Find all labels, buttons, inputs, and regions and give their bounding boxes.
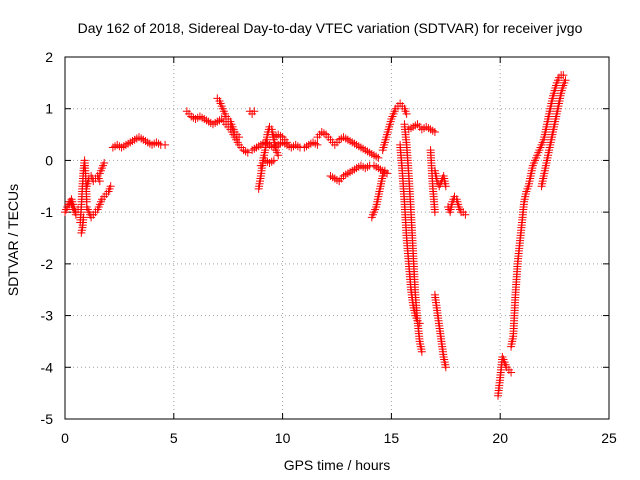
series-seg13 — [254, 122, 283, 193]
y-tick-label: -1 — [41, 204, 54, 220]
data-point — [441, 363, 450, 372]
y-axis: -5 -4 -3 -2 -1 0 1 2 — [41, 49, 609, 427]
data-point — [293, 142, 302, 151]
x-tick-label: 5 — [170, 430, 178, 446]
data-point — [276, 131, 285, 140]
y-axis-label: SDTVAR / TECUs — [5, 184, 21, 296]
y-tick-label: -2 — [41, 256, 54, 272]
series-seg9 — [182, 107, 252, 157]
data-point — [559, 71, 568, 80]
data-point — [274, 151, 283, 160]
data-point — [461, 210, 470, 219]
data-point — [507, 368, 516, 377]
data-point — [250, 107, 259, 116]
data-point — [402, 109, 411, 118]
data-point — [241, 147, 250, 156]
series-seg24 — [430, 166, 450, 191]
series-seg26 — [443, 192, 470, 219]
x-tick-label: 10 — [275, 430, 291, 446]
series-seg15 — [269, 130, 291, 147]
data-point — [374, 153, 383, 162]
series-seg20 — [396, 140, 424, 328]
data-point — [430, 127, 439, 136]
series-seg11 — [245, 107, 259, 118]
y-tick-label: -4 — [41, 359, 54, 375]
data-point — [100, 159, 109, 168]
data-point — [79, 213, 88, 222]
series-seg29 — [537, 76, 570, 191]
y-tick-label: 2 — [45, 49, 53, 65]
data-point — [95, 177, 104, 186]
data-point — [313, 140, 322, 149]
series-seg25 — [430, 290, 450, 372]
x-axis-label: GPS time / hours — [284, 457, 391, 473]
series-seg5 — [82, 171, 104, 191]
x-tick-label: 15 — [384, 430, 400, 446]
series-seg8 — [108, 133, 170, 152]
data-point — [430, 208, 439, 217]
data-point — [235, 133, 244, 142]
data-point — [154, 139, 163, 148]
x-axis: 0 5 10 15 20 25 — [61, 57, 617, 446]
series-seg22 — [404, 120, 439, 136]
data-points — [61, 71, 570, 400]
data-point — [561, 76, 570, 85]
series-seg18 — [367, 166, 389, 222]
y-tick-label: 1 — [45, 101, 53, 117]
data-point — [417, 347, 426, 356]
data-point — [243, 148, 252, 157]
data-point — [380, 166, 389, 175]
data-point — [363, 162, 372, 171]
series-seg17 — [326, 161, 392, 186]
series-seg14 — [256, 156, 278, 170]
data-point — [269, 156, 278, 165]
data-point — [319, 129, 328, 138]
grid-lines — [65, 57, 609, 419]
data-point — [282, 138, 291, 147]
data-point — [106, 182, 115, 191]
series-seg16 — [313, 127, 383, 162]
series-seg6 — [82, 182, 115, 222]
x-tick-label: 25 — [601, 430, 617, 446]
y-tick-label: -5 — [41, 411, 54, 427]
series-seg19 — [378, 99, 411, 155]
x-tick-label: 0 — [61, 430, 69, 446]
series-seg21 — [400, 120, 426, 356]
series-seg7 — [95, 159, 109, 178]
data-point — [441, 182, 450, 191]
y-tick-label: -3 — [41, 308, 54, 324]
series-seg27 — [494, 352, 516, 400]
data-point — [311, 139, 320, 148]
series-seg28 — [507, 71, 568, 351]
x-tick-label: 20 — [492, 430, 508, 446]
series-seg10 — [213, 94, 244, 142]
chart-title: Day 162 of 2018, Sidereal Day-to-day VTE… — [78, 20, 583, 36]
data-point — [267, 157, 276, 166]
series-seg4 — [77, 213, 88, 237]
data-point — [161, 140, 170, 149]
plot-frame — [64, 56, 610, 420]
y-tick-label: 0 — [45, 152, 53, 168]
